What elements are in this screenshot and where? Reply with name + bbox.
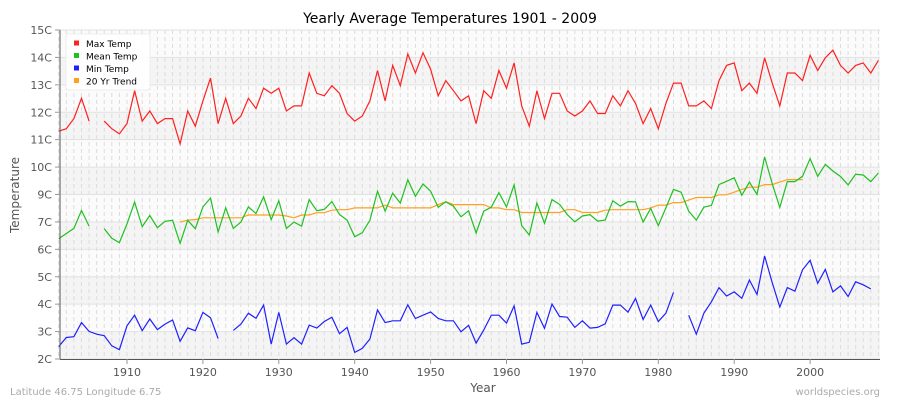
legend-swatch-20-yr-trend	[74, 78, 79, 83]
x-tick-label: 1930	[265, 366, 293, 379]
y-tick-label: 10C	[30, 161, 52, 174]
x-tick-label: 1920	[189, 366, 217, 379]
chart-title: Yearly Average Temperatures 1901 - 2009	[302, 11, 597, 27]
plot-band	[60, 57, 880, 85]
series-line-mean-temp	[58, 156, 879, 246]
plot-background	[60, 30, 880, 359]
legend: Max Temp Mean Temp Min Temp 20 Yr Trend	[65, 33, 151, 91]
y-tick-label: 9C	[37, 189, 52, 202]
x-tick-label: 2000	[796, 366, 824, 379]
legend-swatch-max-temp	[74, 40, 79, 46]
y-tick-label: 3C	[37, 326, 52, 339]
y-tick-label: 13C	[30, 79, 52, 92]
plot-band	[60, 249, 880, 277]
series-lines	[58, 49, 879, 354]
plot-band	[60, 276, 880, 305]
x-tick-labels: 1910 1920 1930 1940 1950 1960 1970 1980 1990 2000	[113, 359, 824, 379]
y-tick-labels: 15C 14C 13C 12C 11C 10C 9C 7C 6C 5C 4C 3C 2C	[30, 24, 60, 366]
series-line-20-yr-trend	[179, 179, 803, 223]
y-tick-label: 12C	[30, 106, 52, 119]
x-tick-label: 1940	[341, 366, 369, 379]
plot-band	[60, 112, 880, 140]
legend-swatch-min-temp	[74, 65, 79, 71]
y-tick-label: 7C	[37, 216, 52, 229]
y-tick-label: 14C	[30, 51, 52, 64]
plot-band	[60, 139, 880, 168]
x-tick-label: 1990	[720, 366, 748, 379]
x-tick-label: 1910	[113, 366, 141, 379]
x-tick-label: 1950	[417, 366, 445, 379]
plot-band	[60, 331, 880, 359]
y-tick-label: 6C	[37, 243, 52, 256]
y-tick-label: 11C	[30, 134, 52, 147]
x-tick-label: 1970	[568, 366, 596, 379]
x-axis-label: Year	[469, 381, 495, 395]
x-tick-label: 1960	[493, 366, 521, 379]
y-tick-label: 2C	[37, 353, 52, 366]
y-axis-label: Temperature	[8, 157, 22, 234]
legend-label-20-yr-trend: 20 Yr Trend	[86, 78, 137, 88]
y-tick-label: 4C	[37, 298, 52, 311]
footer-location: Latitude 46.75 Longitude 6.75	[10, 387, 161, 398]
legend-swatch-mean-temp	[74, 53, 79, 58]
horizontal-gridlines	[60, 29, 880, 360]
series-line-min-temp	[58, 255, 872, 354]
plot-band	[60, 167, 880, 195]
legend-label-min-temp: Min Temp	[86, 65, 129, 75]
footer-site[interactable]: worldspecies.org	[796, 387, 880, 398]
series-line-max-temp	[58, 49, 879, 147]
legend-label-mean-temp: Mean Temp	[86, 53, 138, 63]
y-tick-label: 15C	[30, 24, 52, 37]
legend-label-max-temp: Max Temp	[86, 40, 132, 50]
plot-band	[60, 194, 880, 222]
plot-band	[60, 30, 880, 58]
legend-box	[65, 33, 151, 91]
x-tick-label: 1980	[644, 366, 672, 379]
y-tick-label: 5C	[37, 271, 52, 284]
